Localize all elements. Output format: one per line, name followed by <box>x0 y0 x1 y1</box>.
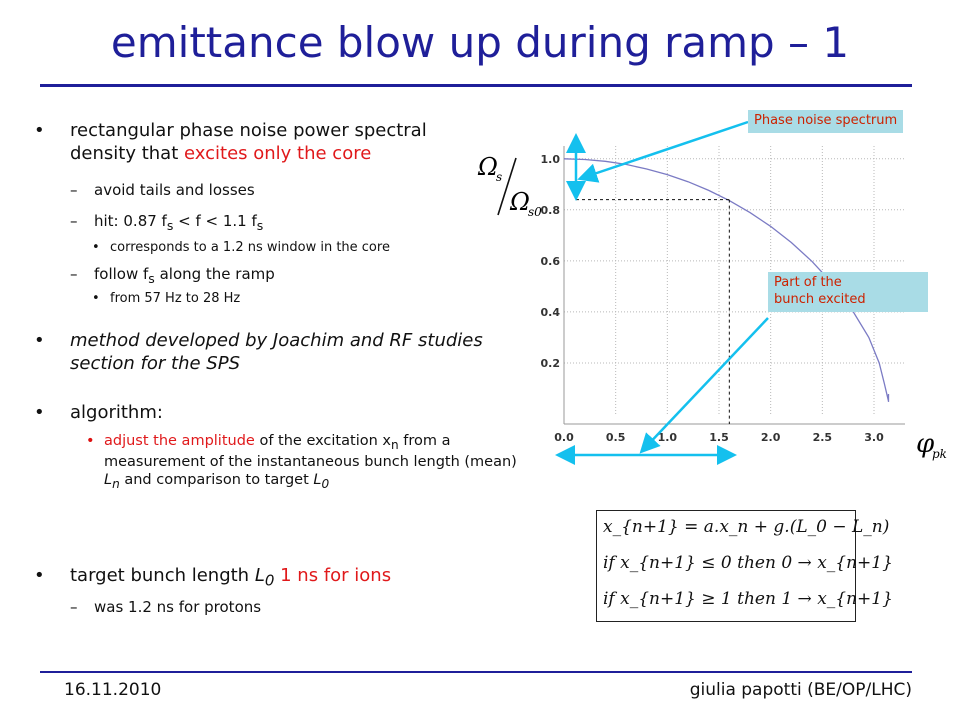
x-axis-symbol: φ pk <box>916 429 947 461</box>
title-divider <box>40 84 912 87</box>
bullet-3: algorithm: <box>34 402 163 425</box>
bullet-1-highlight: excites only the core <box>184 142 372 164</box>
footer-author: giulia papotti (BE/OP/LHC) <box>689 680 912 700</box>
footer-date: 16.11.2010 <box>64 680 162 700</box>
chart-axes <box>563 146 905 425</box>
bullet-1-sub-2-note: corresponds to a 1.2 ns window in the co… <box>92 240 390 257</box>
svg-text:Ω: Ω <box>509 188 530 216</box>
bullet-1: rectangular phase noise power spectral d… <box>34 120 490 165</box>
y-tick-label: 0.6 <box>541 255 561 268</box>
bullet-1-sub-1: avoid tails and losses <box>70 181 255 200</box>
equation-line-3: if x_{n+1} ≥ 1 then 1 → x_{n+1} <box>603 589 893 609</box>
x-tick-label: 3.0 <box>864 431 884 444</box>
bullet-1-sub-3-note: from 57 Hz to 28 Hz <box>92 291 240 308</box>
x-tick-label: 2.0 <box>761 431 781 444</box>
svg-text:s: s <box>496 170 502 184</box>
dashed-markers <box>576 199 730 424</box>
callout-part-excited: Part of the bunch excited <box>768 272 928 312</box>
x-tick-label: 2.5 <box>813 431 833 444</box>
y-tick-label: 1.0 <box>541 153 561 166</box>
x-tick-label: 0.0 <box>554 431 574 444</box>
callout-phase-noise: Phase noise spectrum <box>748 110 904 133</box>
footer-divider <box>40 671 912 673</box>
equation-line-1: x_{n+1} = a.x_n + g.(L_0 − L_n) <box>603 517 890 537</box>
bullet-1-text: rectangular phase noise power spectral d… <box>70 120 427 164</box>
y-tick-label: 0.2 <box>541 357 561 370</box>
y-axis-symbol: Ω s Ω s0 <box>477 153 542 219</box>
bullet-4: target bunch length L0 1 ns for ions <box>34 565 391 590</box>
y-tick-label: 0.4 <box>541 306 561 319</box>
svg-text:φ: φ <box>916 429 935 459</box>
bullet-4-sub: was 1.2 ns for protons <box>70 598 261 617</box>
frequency-curve <box>563 158 890 402</box>
x-tick-label: 1.5 <box>709 431 729 444</box>
equation-box: x_{n+1} = a.x_n + g.(L_0 − L_n) if x_{n+… <box>596 510 893 622</box>
bullet-1-sub-3: follow fs along the ramp <box>70 265 275 287</box>
svg-text:Ω: Ω <box>477 153 498 181</box>
chart-ticks: 0.0 0.5 1.0 1.5 2.0 2.5 3.0 0.2 0.4 0.6 0.8 1.0 <box>541 153 885 444</box>
bullet-1-sub-2: hit: 0.87 fs < f < 1.1 fs <box>70 212 263 234</box>
x-tick-label: 1.0 <box>658 431 678 444</box>
bullet-2: method developed by Joachim and RF studi… <box>34 330 490 375</box>
equation-line-2: if x_{n+1} ≤ 0 then 0 → x_{n+1} <box>603 553 893 573</box>
bunch-excited-pointer <box>639 317 769 454</box>
svg-text:pk: pk <box>932 447 947 461</box>
phase-noise-pointer <box>577 120 749 183</box>
svg-text:s0: s0 <box>528 205 542 219</box>
slide-title: emittance blow up during ramp – 1 <box>110 18 850 67</box>
x-tick-label: 0.5 <box>606 431 626 444</box>
bullet-3-sub: adjust the amplitude of the excitation x… <box>86 432 524 492</box>
y-tick-label: 0.8 <box>541 204 561 217</box>
